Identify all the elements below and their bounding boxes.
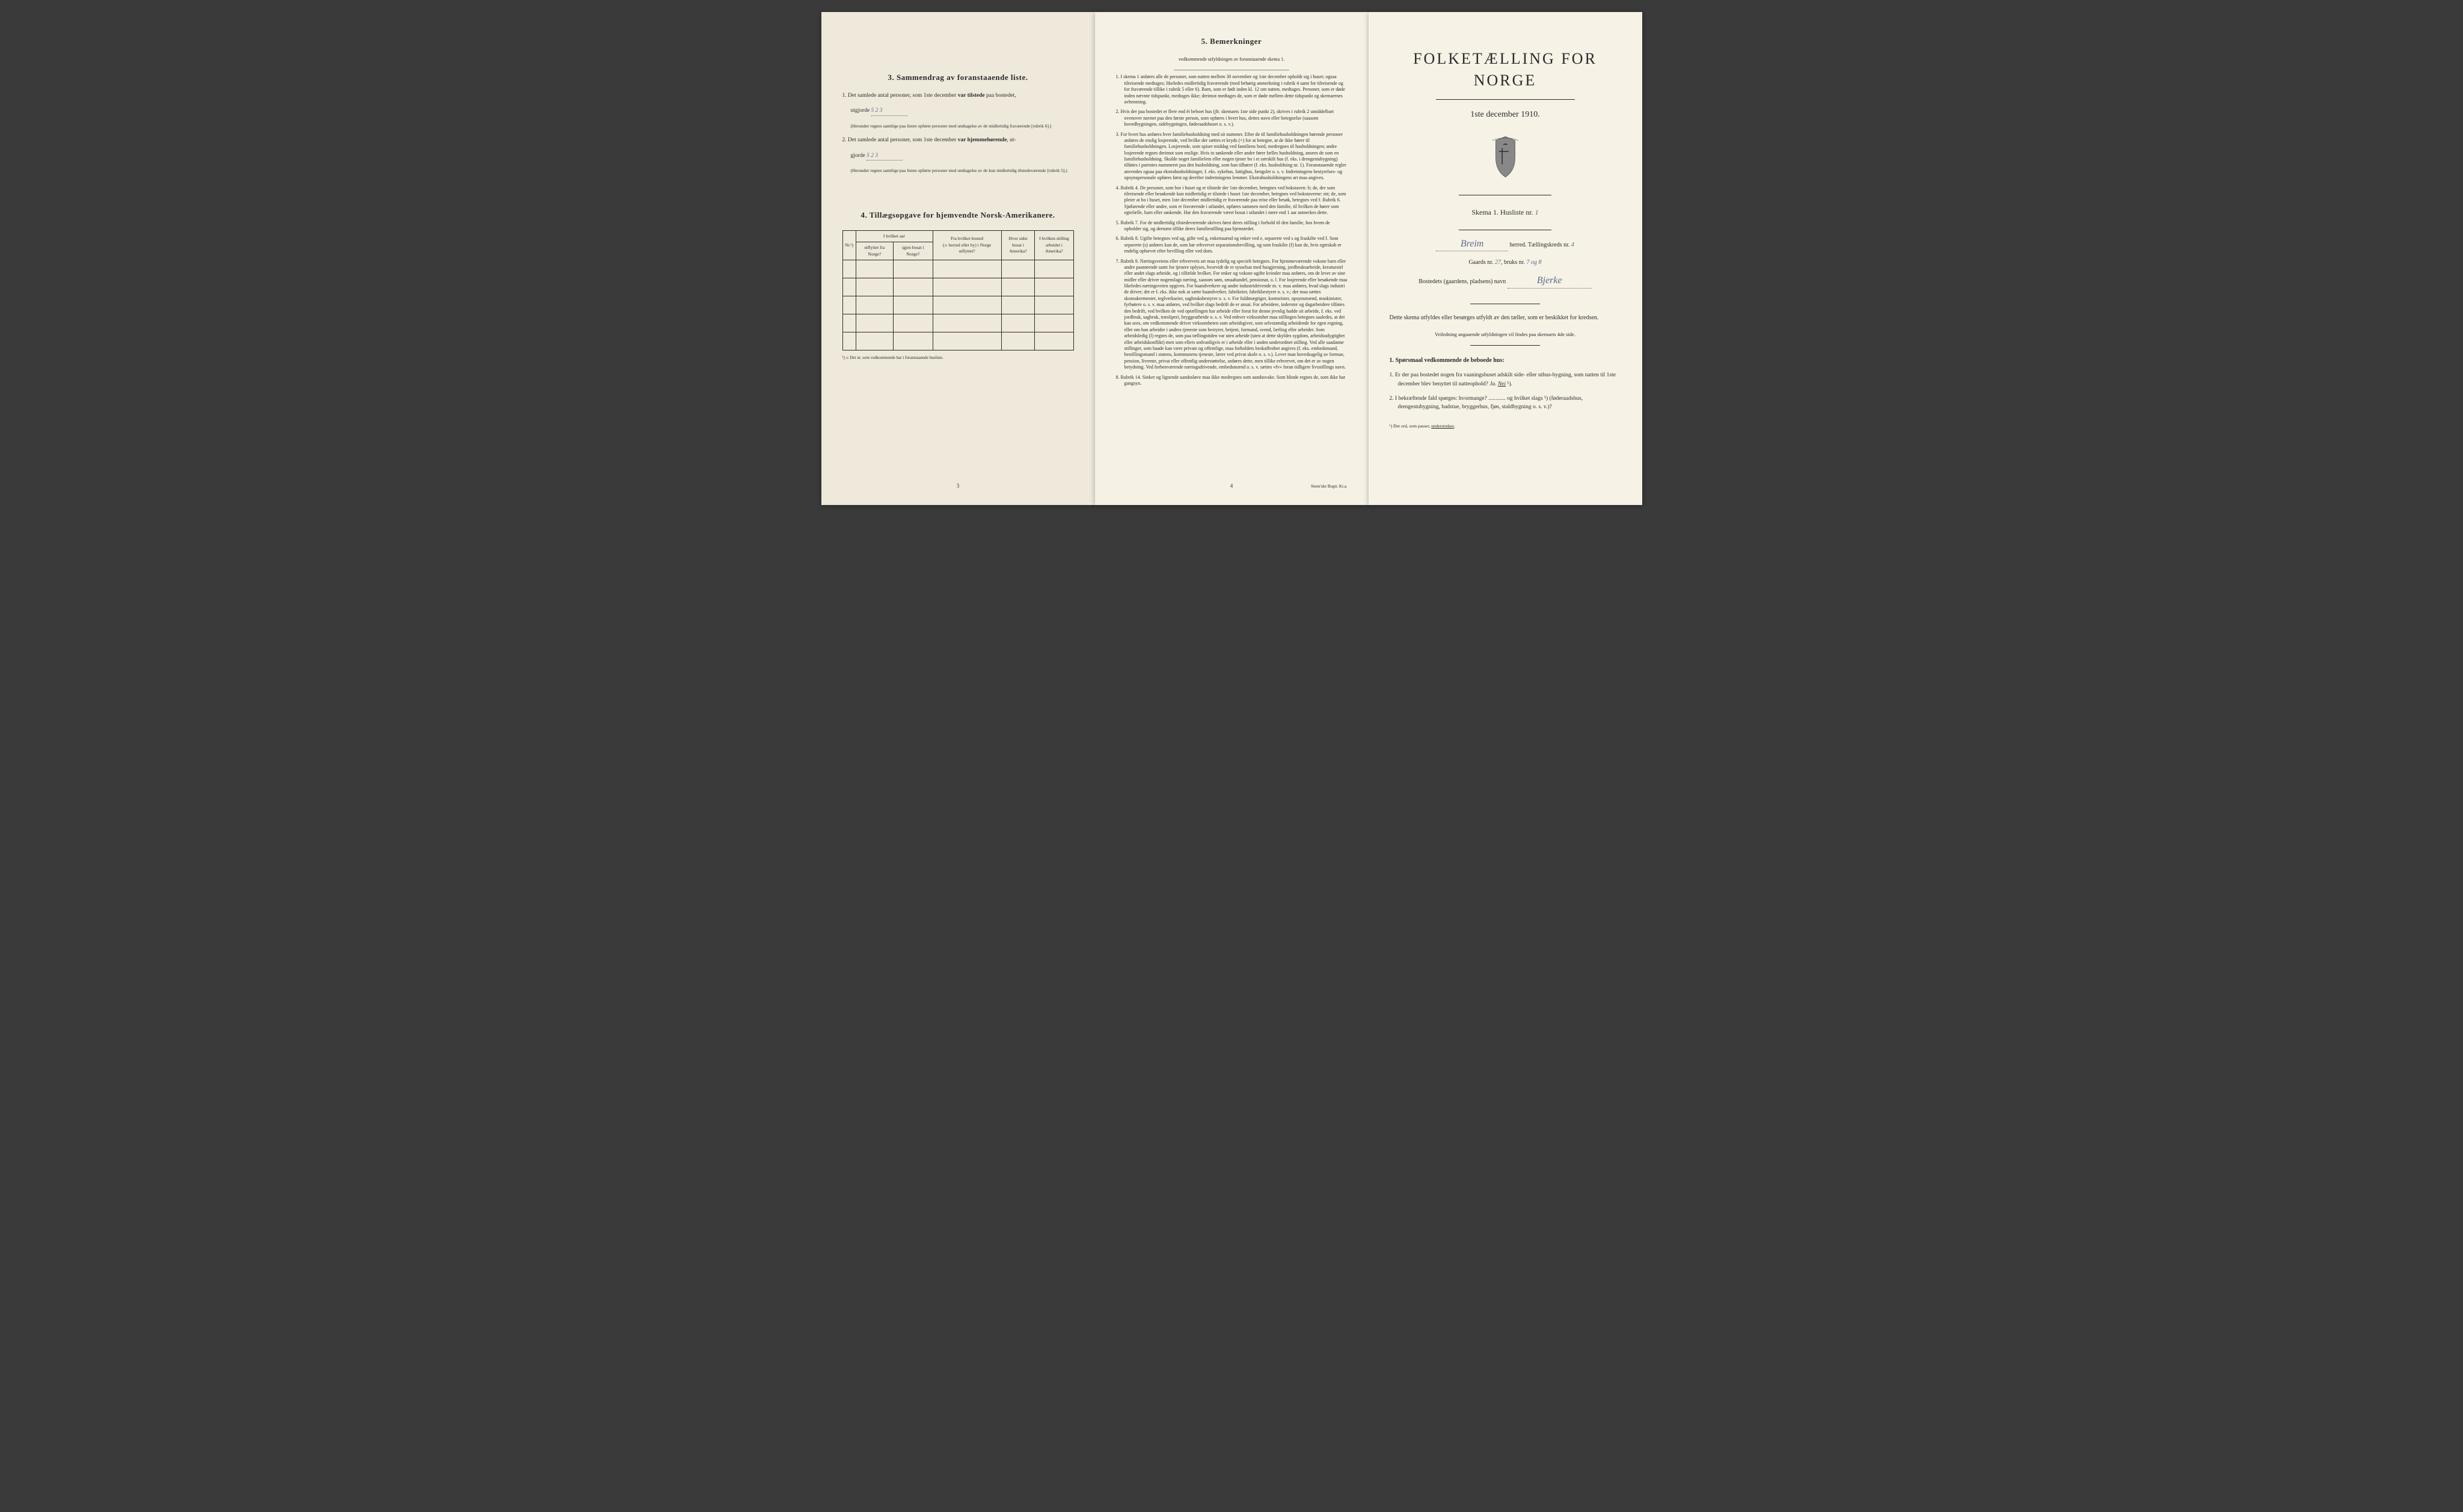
instruction-text: Dette skema utfyldes eller besørges utfy… — [1390, 313, 1621, 322]
item1-post: paa bostedet, — [985, 93, 1016, 99]
title-rule — [1436, 99, 1575, 100]
page-number: 4 — [1230, 482, 1233, 490]
table-row — [842, 296, 1073, 314]
questions-heading: 1. Spørsmaal vedkommende de beboede hus: — [1390, 357, 1621, 365]
footnote: ¹) Det ord, som passer, understrekes. — [1390, 423, 1621, 430]
printer-mark: Steen'ske Bogtr. Kr.a. — [1311, 484, 1348, 490]
section4-heading: 4. Tillægsopgave for hjemvendte Norsk-Am… — [842, 210, 1074, 221]
th-sidst-sub: bosat i Amerika? — [1009, 242, 1027, 254]
bemerkning-item: 1. I skema 1 anføres alle de personer, s… — [1116, 74, 1348, 105]
page-right: FOLKETÆLLING FOR NORGE 1ste december 191… — [1369, 12, 1642, 505]
bemerkning-item: 6. Rubrik 8. Ugifte betegnes ved ug, gif… — [1116, 236, 1348, 254]
item2-pre: 2. Det samlede antal personer, som 1ste … — [842, 137, 958, 143]
question-2: 2. I bekræftende fald spørges: hvormange… — [1398, 394, 1621, 412]
item1-line2: utgjorde 5 2 3 — [842, 107, 1074, 115]
page-middle: 5. Bemerkninger vedkommende utfyldningen… — [1095, 12, 1369, 505]
bosted-handwritten: Bjerke — [1508, 274, 1592, 288]
gaards-line: Gaards nr. 27, bruks nr. 7 og 8 — [1390, 259, 1621, 267]
th-igjen: igjen bosat i Norge? — [894, 242, 933, 260]
gaards-handwritten: 27 — [1495, 259, 1501, 266]
th-sidst: Hvor sidstbosat i Amerika? — [1001, 230, 1035, 260]
bosted-line: Bostedets (gaardens, pladsens) navn Bjer… — [1390, 274, 1621, 288]
bemerkning-item: 4. Rubrik 4. De personer, som bor i huse… — [1116, 185, 1348, 216]
bruks-handwritten: 7 og 8 — [1527, 259, 1542, 266]
section3-item1: 1. Det samlede antal personer, som 1ste … — [842, 92, 1074, 100]
section5-heading: 5. Bemerkninger — [1116, 36, 1348, 47]
instruction-sub: Veiledning angaaende utfyldningen vil fi… — [1390, 331, 1621, 338]
kreds-handwritten: 4 — [1571, 242, 1574, 248]
bemerkning-item: 7. Rubrik 9. Næringsveiens eller erhverv… — [1116, 259, 1348, 371]
page-number: 3 — [957, 482, 960, 490]
th-bosted-sub: (ɔ: herred eller by) i Norge utflyttet? — [943, 242, 991, 254]
table-row — [842, 314, 1073, 332]
th-bosted: Fra hvilket bosted(ɔ: herred eller by) i… — [933, 230, 1001, 260]
question-1: 1. Er der paa bostedet nogen fra vaaning… — [1398, 371, 1621, 388]
th-aar: I hvilket aar — [856, 230, 933, 242]
bemerkning-item: 8. Rubrik 14. Sinker og lignende aandssl… — [1116, 375, 1348, 387]
item2-line2-label: gjorde — [851, 153, 867, 159]
skema-handwritten: 1 — [1535, 208, 1539, 216]
item2-bold: var hjemmehørende — [958, 137, 1007, 143]
bemerkninger-list: 1. I skema 1 anføres alle de personer, s… — [1116, 74, 1348, 387]
page-left: 3. Sammendrag av foranstaaende liste. 1.… — [821, 12, 1095, 505]
coat-of-arms-icon — [1390, 135, 1621, 183]
bruks-label: , bruks nr. — [1501, 259, 1527, 266]
item2-note: (Herunder regnes samtlige paa listen opf… — [842, 168, 1074, 174]
table-body — [842, 260, 1073, 350]
th-stilling: I hvilken stillingarbeidet i Amerika? — [1035, 230, 1073, 260]
skema-line: Skema 1. Husliste nr. 1 — [1390, 207, 1621, 218]
section3-heading: 3. Sammendrag av foranstaaende liste. — [842, 72, 1074, 83]
item2-line2: gjorde 5 2 3 — [842, 152, 1074, 161]
item1-bold: var tilstede — [958, 93, 985, 99]
herred-label: herred. Tællingskreds nr. — [1508, 242, 1571, 248]
bemerkning-item: 3. For hvert hus anføres hver familiehus… — [1116, 132, 1348, 182]
bosted-label: Bostedets (gaardens, pladsens) navn — [1419, 278, 1507, 285]
herred-handwritten: Breim — [1436, 237, 1508, 251]
section5-subheading: vedkommende utfyldningen av foranstaaend… — [1116, 56, 1348, 63]
herred-line: Breim herred. Tællingskreds nr. 4 — [1390, 237, 1621, 251]
item1-pre: 1. Det samlede antal personer, som 1ste … — [842, 93, 958, 99]
rule — [1470, 345, 1540, 346]
th-utflyttet: utflyttet fra Norge? — [856, 242, 894, 260]
gaards-label: Gaards nr. — [1468, 259, 1495, 266]
item1-line2-label: utgjorde — [851, 108, 871, 114]
section3-item2: 2. Det samlede antal personer, som 1ste … — [842, 136, 1074, 144]
item2-handwritten: 5 2 3 — [866, 152, 903, 161]
title-main: FOLKETÆLLING FOR NORGE — [1390, 48, 1621, 92]
item2-post: , ut- — [1007, 137, 1016, 143]
bemerkning-item: 2. Hvis der paa bostedet er flere end ét… — [1116, 109, 1348, 127]
th-stilling-sub: arbeidet i Amerika? — [1045, 242, 1063, 254]
th-nr: Nr.¹) — [842, 230, 856, 260]
th-stilling-top: I hvilken stilling — [1039, 236, 1069, 241]
table-row — [842, 332, 1073, 350]
skema-label: Skema 1. Husliste nr. — [1471, 208, 1535, 216]
table-row — [842, 260, 1073, 278]
th-bosted-top: Fra hvilket bosted — [951, 236, 983, 241]
table-footnote: ¹) ɔ: Det nr. som vedkommende har i fora… — [842, 355, 1074, 361]
item1-handwritten: 5 2 3 — [871, 107, 907, 115]
amerikanere-table: Nr.¹) I hvilket aar Fra hvilket bosted(ɔ… — [842, 230, 1074, 361]
table-row — [842, 278, 1073, 296]
th-sidst-top: Hvor sidst — [1009, 236, 1028, 241]
bemerkning-item: 5. Rubrik 7. For de midlertidig tilstede… — [1116, 220, 1348, 233]
item1-note: (Herunder regnes samtlige paa listen opf… — [842, 123, 1074, 130]
title-date: 1ste december 1910. — [1390, 109, 1621, 121]
document-spread: 3. Sammendrag av foranstaaende liste. 1.… — [821, 12, 1642, 505]
